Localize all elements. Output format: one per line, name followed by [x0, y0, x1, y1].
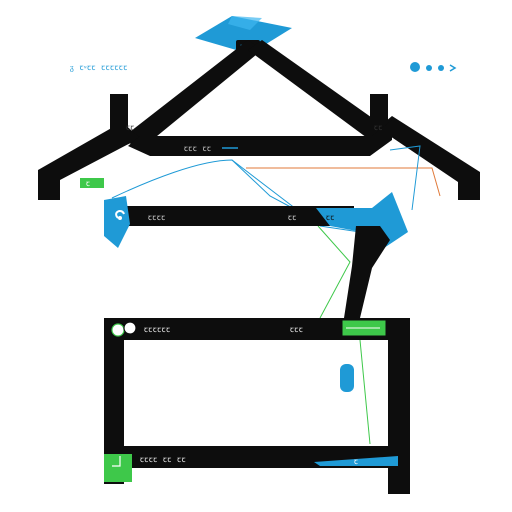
left-post-label: ꞇꞇ: [126, 123, 135, 132]
right-post-label: ꞇꞇ: [374, 123, 383, 132]
connector-lines: [111, 145, 441, 445]
row3-header[interactable]: ꞇꞇꞇꞇꞇꞇ ꞇꞇꞇ: [111, 321, 303, 337]
green-badge[interactable]: [80, 178, 104, 188]
dots-icon[interactable]: [410, 62, 457, 72]
mid-caption: ꞇꞇꞇ ꞇꞇ: [184, 144, 211, 153]
row4-footer[interactable]: ꞇꞇꞇꞇ ꞇꞇ ꞇꞇ ꞇ: [104, 454, 398, 482]
header-caption: ᵹ ꞇ⸚ꞇꞇ ꞇꞇꞇꞇꞇꞇ: [70, 63, 128, 72]
row2-left-label: ꞇꞇꞇꞇ: [148, 213, 166, 222]
row4-left-label: ꞇꞇꞇꞇ ꞇꞇ ꞇꞇ: [140, 455, 186, 464]
row2-bar[interactable]: ꞇꞇꞇꞇ ꞇꞇ: [104, 196, 354, 248]
blue-pill[interactable]: [340, 364, 354, 392]
roof-frame: [38, 40, 480, 200]
blue-wedge: [314, 456, 398, 466]
check-icon[interactable]: [104, 454, 132, 482]
circle-icon[interactable]: [123, 321, 137, 335]
row4-badge: ꞇ: [354, 457, 358, 466]
row3-left-label: ꞇꞇꞇꞇꞇꞇ: [144, 325, 171, 334]
row3-right-label: ꞇꞇꞇ: [290, 325, 303, 334]
row2-right-label: ꞇꞇ: [288, 213, 297, 222]
diagonal-connector: [344, 226, 390, 318]
main-frame: [104, 318, 410, 494]
row2-blue-label: ꞇꞇ: [326, 213, 335, 222]
gear-icon[interactable]: [104, 196, 130, 248]
mid-badge: ꞇ: [86, 179, 90, 188]
